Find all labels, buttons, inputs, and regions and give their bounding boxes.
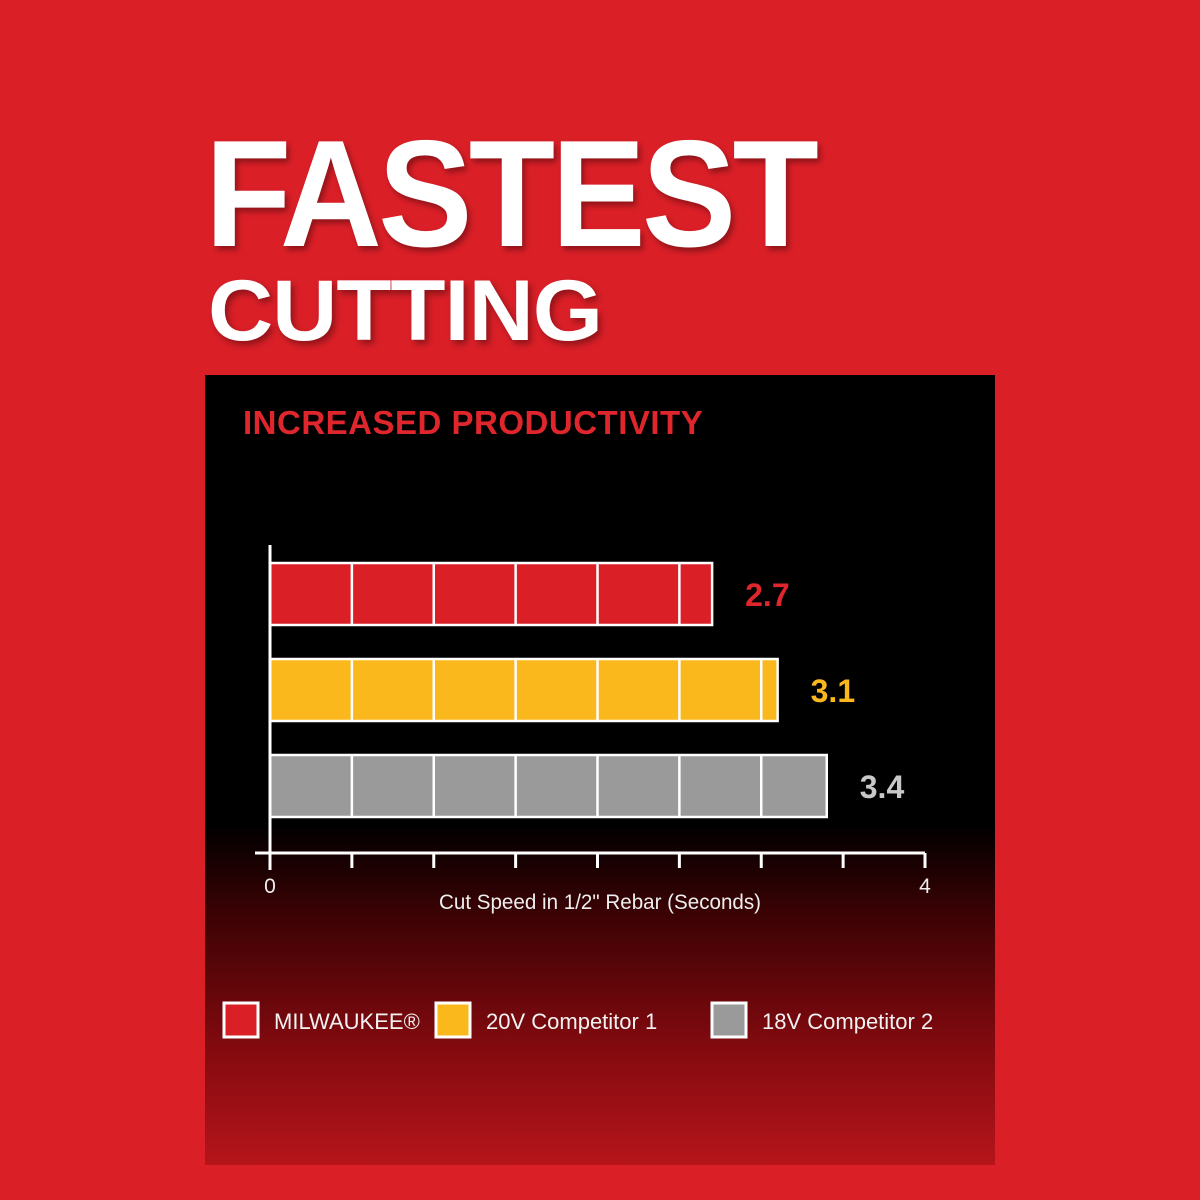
title-fastest: FASTEST [205, 109, 819, 279]
value-label: 2.7 [745, 577, 789, 613]
legend-swatch [222, 1001, 260, 1039]
x-axis-label: Cut Speed in 1/2" Rebar (Seconds) [439, 891, 761, 914]
bar-1 [268, 561, 714, 627]
legend-swatch [434, 1001, 472, 1039]
legend-swatch [710, 1001, 748, 1039]
value-label: 3.1 [811, 673, 855, 709]
bar-2 [268, 657, 779, 723]
legend-label: 20V Competitor 1 [486, 1009, 657, 1034]
value-label: 3.4 [860, 769, 905, 805]
chart-subtitle: INCREASED PRODUCTIVITY [243, 404, 704, 441]
title-cutting: CUTTING [208, 263, 603, 359]
bar-3 [268, 753, 828, 819]
x-tick-label: 4 [919, 875, 931, 898]
legend-label: 18V Competitor 2 [762, 1009, 933, 1034]
x-tick-label: 0 [264, 875, 276, 898]
legend-label: MILWAUKEE® [274, 1009, 420, 1034]
